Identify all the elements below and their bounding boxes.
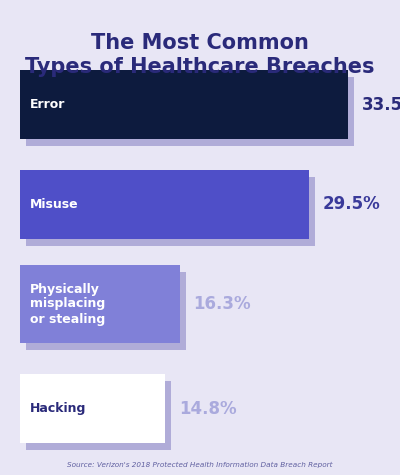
Bar xyxy=(26,77,354,146)
Text: Error: Error xyxy=(30,98,65,111)
Bar xyxy=(26,177,315,246)
Text: 33.5%: 33.5% xyxy=(362,95,400,114)
Text: Hacking: Hacking xyxy=(30,402,86,415)
Bar xyxy=(20,170,309,239)
Text: Source: Verizon's 2018 Protected Health Information Data Breach Report: Source: Verizon's 2018 Protected Health … xyxy=(67,462,333,468)
Text: Misuse: Misuse xyxy=(30,198,79,211)
Text: 14.8%: 14.8% xyxy=(179,399,236,418)
Text: Physically
misplacing
or stealing: Physically misplacing or stealing xyxy=(30,283,105,325)
Text: 29.5%: 29.5% xyxy=(323,195,380,213)
Bar xyxy=(26,381,171,450)
Bar xyxy=(20,70,348,139)
Bar xyxy=(20,374,165,443)
Bar xyxy=(26,272,186,351)
Bar xyxy=(20,265,180,343)
Text: The Most Common
Types of Healthcare Breaches: The Most Common Types of Healthcare Brea… xyxy=(25,33,375,77)
Text: 16.3%: 16.3% xyxy=(194,295,251,313)
